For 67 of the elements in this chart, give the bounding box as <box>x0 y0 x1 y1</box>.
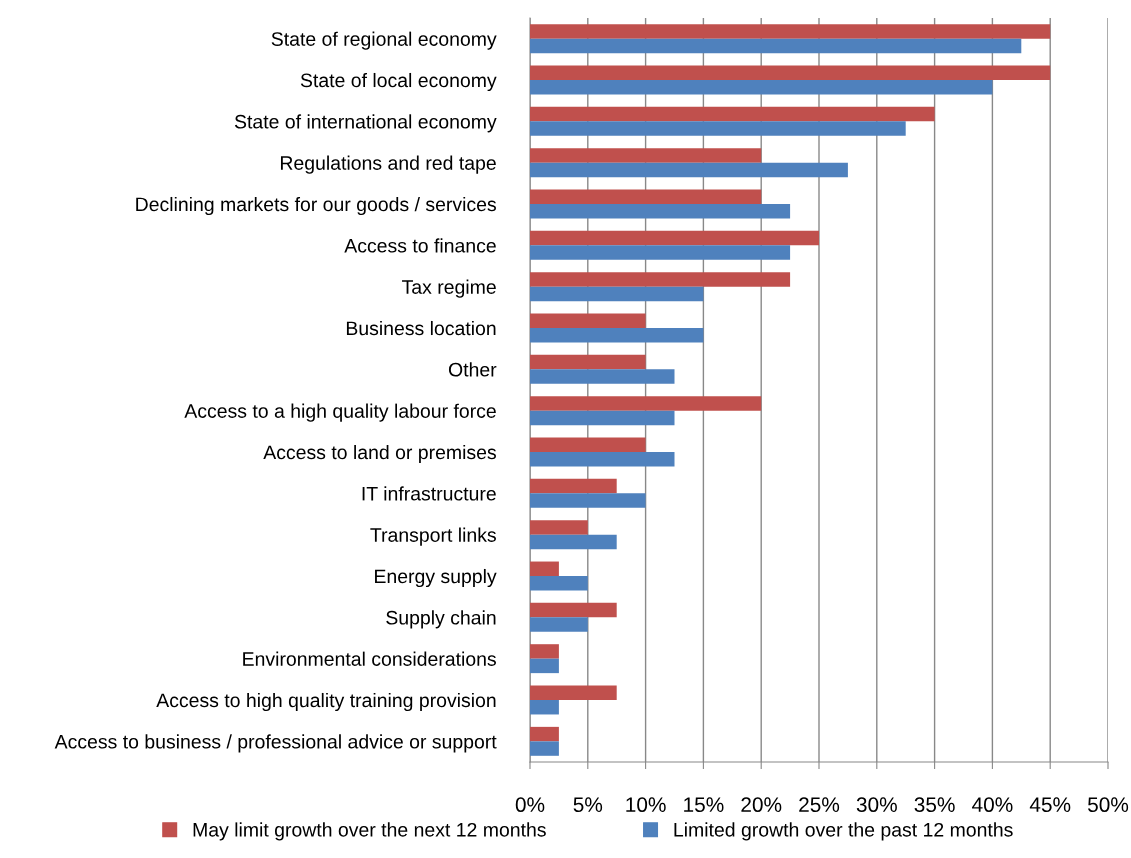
bar <box>530 65 1051 80</box>
x-tick-label: 20% <box>741 797 782 813</box>
x-tick-label: 30% <box>856 797 897 813</box>
y-tick-label: State of international economy <box>234 114 497 133</box>
y-tick-label: Regulations and red tape <box>280 155 496 174</box>
bar <box>530 106 935 122</box>
legend-label: Limited growth over the past 12 months <box>674 822 1013 841</box>
bar <box>530 410 675 426</box>
bar <box>530 328 704 343</box>
bar <box>530 685 617 700</box>
bar <box>530 189 762 204</box>
bar <box>530 520 588 535</box>
y-tick-label: Access to finance <box>344 238 496 253</box>
y-tick-label: Supply chain <box>386 610 496 629</box>
bar <box>530 313 646 328</box>
bar <box>530 24 1051 39</box>
x-tick-label: 50% <box>1087 797 1129 813</box>
bar <box>530 561 559 576</box>
bar <box>530 204 791 219</box>
bar <box>530 658 559 674</box>
y-tick-label: Environmental considerations <box>243 651 496 666</box>
y-tick-label: Declining markets for our goods / services <box>136 196 496 216</box>
bar <box>530 576 588 591</box>
x-tick-label: 5% <box>573 797 603 813</box>
bar <box>530 741 559 756</box>
bar <box>530 617 588 632</box>
x-tick-label: 15% <box>684 797 724 813</box>
bar <box>530 644 559 659</box>
bar <box>530 286 704 302</box>
y-tick-label: Energy supply <box>375 568 497 588</box>
x-tick-label: 40% <box>972 797 1013 813</box>
y-tick-label: State of local economy <box>300 72 497 92</box>
x-tick-label: 45% <box>1029 797 1071 813</box>
bar <box>530 80 993 95</box>
bar <box>530 245 791 260</box>
y-tick-label: Transport links <box>370 527 496 546</box>
x-tick-label: 10% <box>626 797 666 813</box>
y-tick-label: Other <box>448 362 497 377</box>
bar <box>530 493 646 508</box>
bar <box>530 396 762 411</box>
x-tick-label: 25% <box>799 797 840 813</box>
bar <box>530 452 675 467</box>
bar <box>530 38 1022 54</box>
bar <box>530 148 762 163</box>
bar <box>530 121 906 136</box>
x-tick-label: 0% <box>515 797 545 813</box>
bar <box>530 602 617 618</box>
bar <box>530 354 646 370</box>
bar <box>530 534 617 550</box>
bar <box>530 230 819 246</box>
y-tick-label: Access to business / professional advice or support <box>54 734 497 753</box>
bar <box>530 437 646 452</box>
y-tick-label: Business location <box>346 320 496 336</box>
bar <box>530 272 791 287</box>
y-tick-label: IT infrastructure <box>362 486 496 501</box>
legend-label: May limit growth over the next 12 months <box>193 822 546 841</box>
y-tick-label: State of regional economy <box>271 31 497 50</box>
y-tick-label: Access to land or premises <box>263 444 496 464</box>
y-tick-label: Access to high quality training provision <box>156 692 496 712</box>
bar <box>530 478 617 494</box>
bar <box>530 726 559 742</box>
x-tick-label: 35% <box>914 797 955 813</box>
bar <box>530 162 848 178</box>
bar <box>530 700 559 715</box>
bar <box>530 369 675 384</box>
y-tick-label: Access to a high quality labour force <box>184 403 496 422</box>
y-tick-label: Tax regime <box>402 279 496 298</box>
